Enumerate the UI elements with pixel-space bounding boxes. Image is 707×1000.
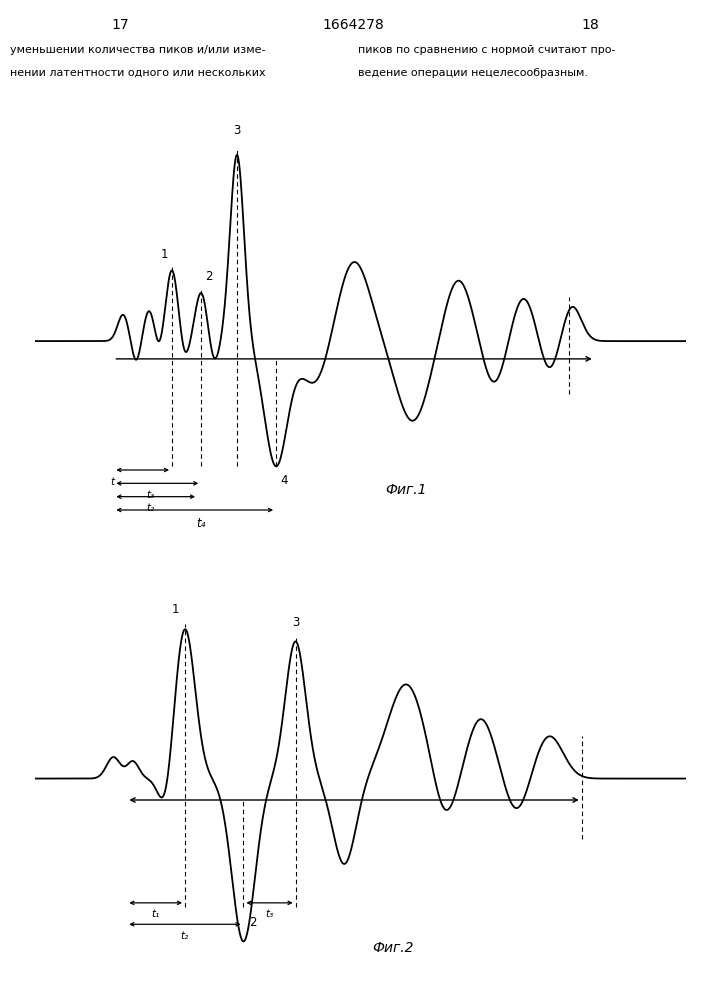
Text: t₃: t₃ <box>146 490 155 500</box>
Text: нении латентности одного или нескольких: нении латентности одного или нескольких <box>10 68 266 78</box>
Text: 4: 4 <box>280 474 288 487</box>
Text: Фиг.1: Фиг.1 <box>385 483 427 497</box>
Text: t₄: t₄ <box>197 517 206 530</box>
Text: 2: 2 <box>205 270 213 283</box>
Text: 3: 3 <box>233 124 240 137</box>
Text: 3: 3 <box>292 616 299 629</box>
Text: t: t <box>110 477 115 487</box>
Text: t₁: t₁ <box>151 909 160 919</box>
Text: t₃: t₃ <box>265 909 274 919</box>
Text: уменьшении количества пиков и/или изме-: уменьшении количества пиков и/или изме- <box>10 45 266 55</box>
Text: пиков по сравнению с нормой считают про-: пиков по сравнению с нормой считают про- <box>358 45 616 55</box>
Text: 1: 1 <box>160 248 168 261</box>
Text: t₂: t₂ <box>181 931 189 941</box>
Text: 1664278: 1664278 <box>322 18 384 32</box>
Text: t₂: t₂ <box>146 503 155 513</box>
Text: ведение операции нецелесообразным.: ведение операции нецелесообразным. <box>358 68 588 78</box>
Text: 18: 18 <box>581 18 599 32</box>
Text: Фиг.2: Фиг.2 <box>373 941 414 955</box>
Text: 17: 17 <box>111 18 129 32</box>
Text: 2: 2 <box>250 916 257 929</box>
Text: 1: 1 <box>171 603 179 616</box>
